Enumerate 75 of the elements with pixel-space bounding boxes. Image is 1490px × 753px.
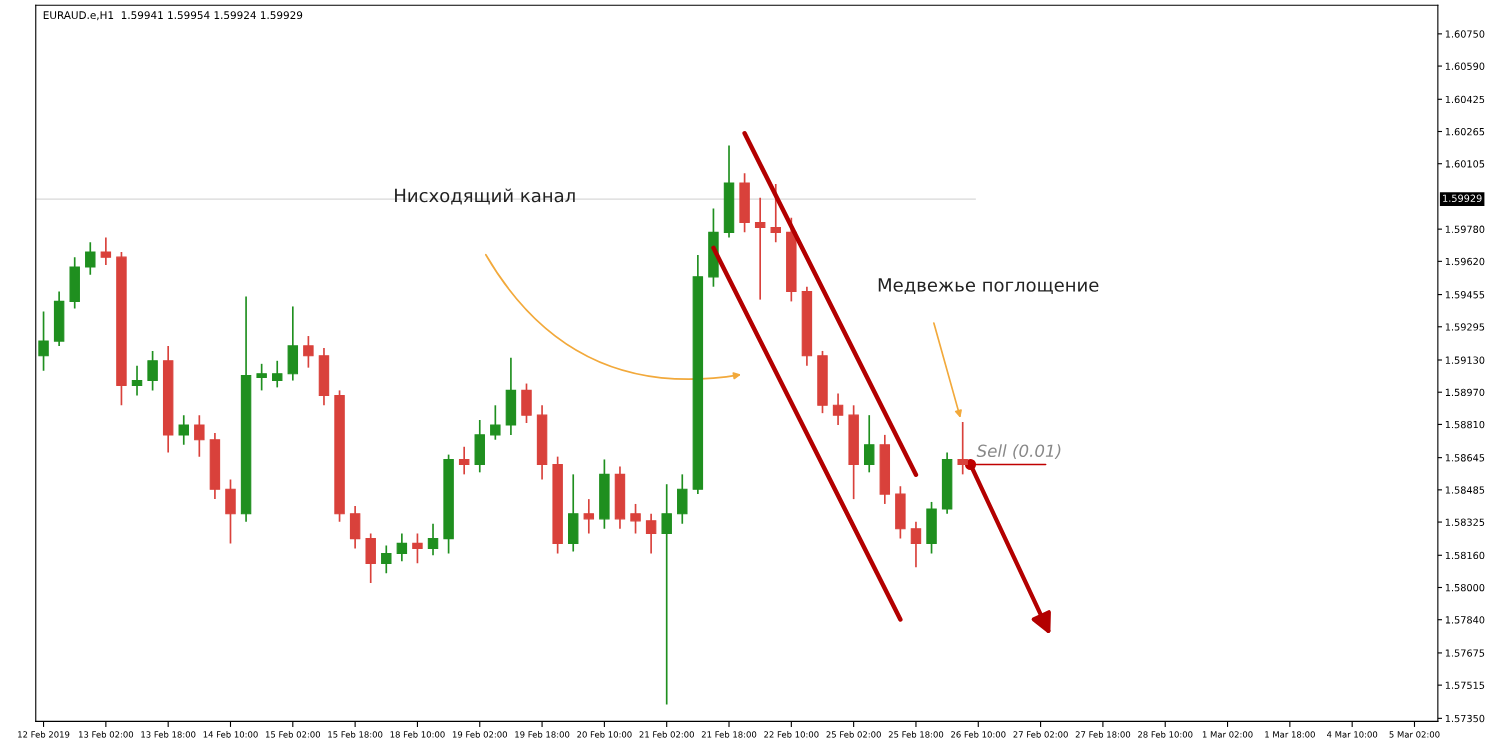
y-tick-label: 1.58000 [1445,583,1485,592]
y-tick-label: 1.59130 [1445,356,1485,364]
y-tick-label: 1.58325 [1445,518,1485,526]
candlestick [178,414,189,446]
y-tick-label: 1.60590 [1445,62,1485,70]
candlestick [396,532,408,563]
candlestick [427,522,439,557]
x-tick-label: 21 Feb 18:00 [701,731,757,738]
y-tick-label: 1.57840 [1445,616,1485,624]
x-tick-label: 21 Feb 02:00 [639,731,694,738]
y-tick-label: 1.59780 [1445,225,1485,233]
y-tick-label: 1.60105 [1445,160,1485,168]
x-tick-label: 14 Feb 10:00 [203,731,258,738]
candlestick [770,183,781,244]
candlestick [754,196,766,301]
y-tick-label: 1.60750 [1445,30,1485,38]
candlestick [910,521,922,568]
y-tick-label: 1.58160 [1445,551,1485,560]
candlestick [957,421,968,476]
candlestick [832,392,844,426]
candlestick [645,512,657,555]
candlestick [272,359,283,389]
x-tick-label: 1 Mar 02:00 [1202,731,1253,738]
candlestick [131,364,143,397]
y-tick-label: 1.59455 [1445,291,1485,299]
candlestick [381,544,392,575]
y-tick-label: 1.58485 [1445,486,1485,494]
candlestick [583,498,595,535]
y-tick-label: 1.58810 [1445,420,1485,429]
y-tick-label: 1.59620 [1445,257,1485,266]
annotation: Sell (0.01) [976,444,1061,460]
x-tick-label: 13 Feb 02:00 [79,731,134,738]
y-tick-label: 1.58970 [1445,388,1485,397]
candlestick [630,503,641,535]
x-tick-label: 18 Feb 10:00 [390,731,445,738]
y-tick-label: 1.57515 [1445,681,1485,689]
x-tick-label: 20 Feb 10:00 [577,731,632,738]
candlestick [412,532,423,565]
x-tick-label: 4 Mar 10:00 [1326,731,1378,738]
y-tick-label: 1.57675 [1445,649,1485,657]
candlestick [85,241,96,276]
x-tick-label: 26 Feb 10:00 [951,731,1006,738]
x-tick-label: 13 Feb 18:00 [141,731,196,738]
y-tick-label: 1.59295 [1445,323,1485,331]
x-tick-label: 27 Feb 02:00 [1013,731,1068,738]
x-tick-label: 25 Feb 02:00 [826,731,881,738]
y-tick-label: 1.60425 [1445,95,1485,104]
candlestick [303,335,314,369]
x-tick-label: 1 Mar 18:00 [1265,731,1315,738]
ref-line-label: 1.59929 [1443,194,1482,202]
x-tick-label: 12 Feb 2019 [18,731,70,738]
candlestick [256,362,267,392]
candlestick [863,414,875,474]
x-tick-label: 15 Feb 02:00 [265,731,321,738]
x-tick-label: 19 Feb 02:00 [452,731,507,738]
x-tick-label: 15 Feb 18:00 [328,731,383,738]
x-tick-label: 5 Mar 02:00 [1389,731,1440,738]
candlestick [661,483,672,706]
candlestick [458,445,470,476]
x-tick-label: 19 Feb 18:00 [515,731,570,738]
annotation: Нисходящий канал [395,188,575,205]
x-tick-label: 28 Feb 10:00 [1138,731,1193,738]
y-tick-label: 1.60265 [1445,127,1485,136]
candlestick [100,236,112,266]
y-tick-label: 1.58645 [1445,454,1485,462]
annotation: Медвежье поглощение [878,278,1099,295]
x-tick-label: 25 Feb 18:00 [888,731,944,738]
x-tick-label: 27 Feb 18:00 [1075,731,1131,738]
candlestick [194,414,205,458]
candlestick [147,350,158,392]
candlestick [490,404,501,441]
candlestick [38,310,49,372]
x-tick-label: 22 Feb 10:00 [764,731,819,738]
chart-title: EURAUD.e,H1 1.59941 1.59954 1.59924 1.59929 [43,11,303,21]
y-tick-label: 1.57350 [1445,714,1485,723]
